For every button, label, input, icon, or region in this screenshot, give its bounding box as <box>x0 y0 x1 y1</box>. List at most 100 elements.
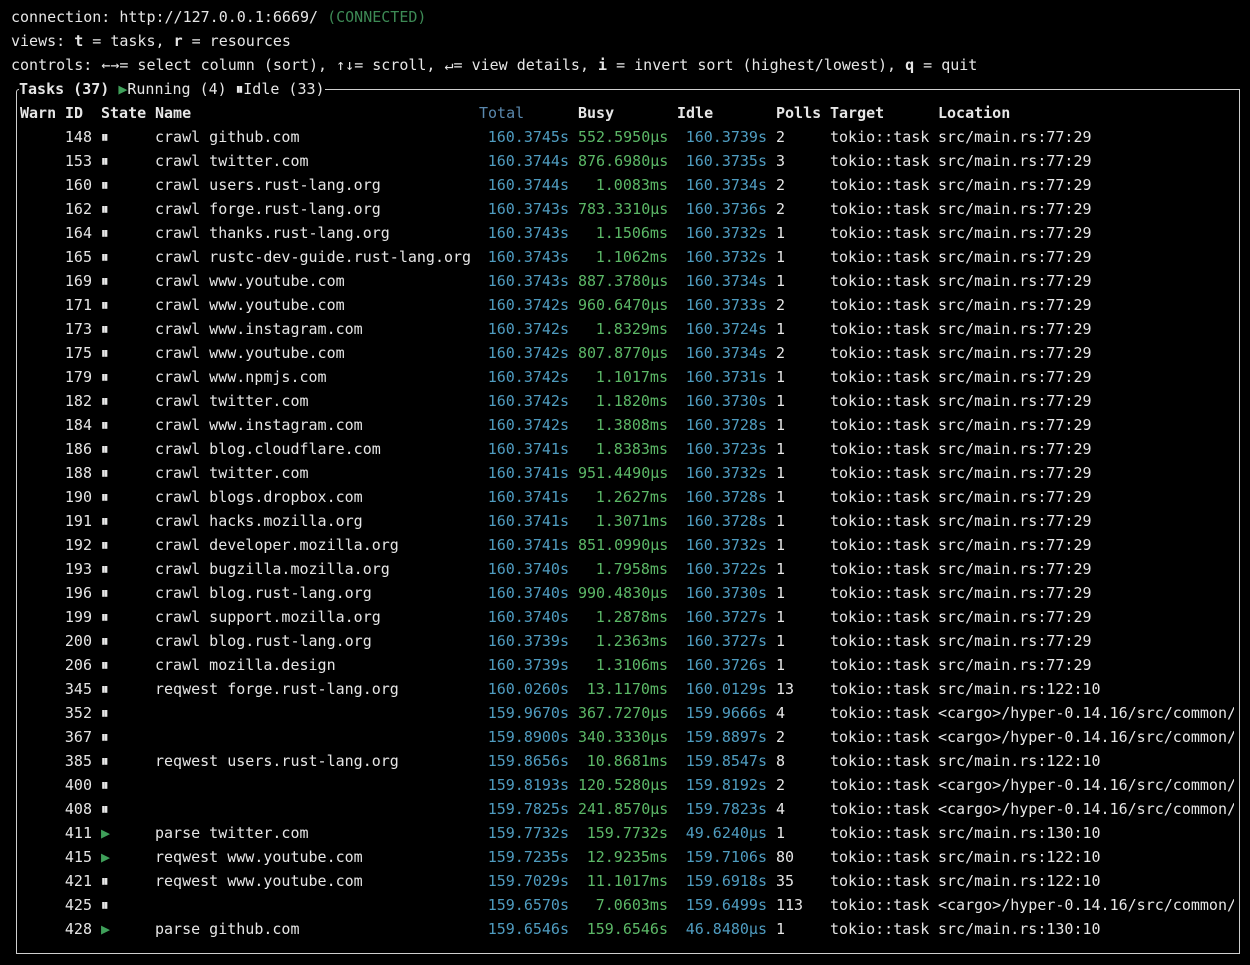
views-line: views: t = tasks, r = resources <box>11 29 291 53</box>
cell-target: tokio::task <box>830 176 930 194</box>
cell-name: crawl twitter.com <box>155 152 309 170</box>
cell-location: <cargo>/hyper-0.14.16/src/common/ <box>938 776 1234 794</box>
cell-target: tokio::task <box>830 680 930 698</box>
cell-location: <cargo>/hyper-0.14.16/src/common/ <box>938 704 1234 722</box>
cell-polls: 1 <box>776 224 786 242</box>
cell-state: ⏸ <box>101 632 109 650</box>
cell-location: src/main.rs:122:10 <box>938 680 1101 698</box>
cell-polls: 3 <box>776 152 786 170</box>
cell-busy: 951.4490µs <box>578 464 668 482</box>
cell-name: crawl www.youtube.com <box>155 344 345 362</box>
column-header-id: ID <box>65 104 84 122</box>
cell-location: src/main.rs:77:29 <box>938 296 1092 314</box>
cell-polls: 1 <box>776 824 786 842</box>
cell-state: ⏸ <box>101 728 109 746</box>
cell-polls: 1 <box>776 536 786 554</box>
cell-name: crawl twitter.com <box>155 392 309 410</box>
cell-location: src/main.rs:130:10 <box>938 824 1101 842</box>
cell-name: crawl blog.rust-lang.org <box>155 584 372 602</box>
key: ←→ <box>101 56 120 74</box>
cell-state: ⏸ <box>101 416 109 434</box>
cell-polls: 35 <box>776 872 795 890</box>
cell-polls: 2 <box>776 776 786 794</box>
column-header-name: Name <box>155 104 192 122</box>
cell-total: 160.3743s <box>487 272 569 290</box>
cell-target: tokio::task <box>830 152 930 170</box>
title: Tasks (37) <box>19 80 110 98</box>
cell-target: tokio::task <box>830 320 930 338</box>
cell-idle: 160.3734s <box>685 176 767 194</box>
cell-polls: 1 <box>776 416 786 434</box>
cell-polls: 1 <box>776 320 786 338</box>
cell-busy: 783.3310µs <box>578 200 668 218</box>
idle-icon: ⏸ <box>235 80 244 98</box>
cell-target: tokio::task <box>830 128 930 146</box>
cell-total: 160.3742s <box>487 416 569 434</box>
cell-idle: 159.7823s <box>685 800 767 818</box>
cell-location: src/main.rs:77:29 <box>938 656 1092 674</box>
cell-idle: 159.7106s <box>685 848 767 866</box>
cell-target: tokio::task <box>830 920 930 938</box>
cell-location: src/main.rs:77:29 <box>938 536 1092 554</box>
cell-id: 153 <box>64 152 92 170</box>
text: = resources <box>182 32 291 50</box>
column-header-total: Total <box>479 104 525 122</box>
cell-id: 352 <box>64 704 92 722</box>
cell-id: 184 <box>64 416 92 434</box>
controls-line: controls: ←→= select column (sort), ↑↓= … <box>11 53 977 77</box>
cell-polls: 1 <box>776 368 786 386</box>
cell-target: tokio::task <box>830 896 930 914</box>
cell-id: 425 <box>64 896 92 914</box>
cell-idle: 46.8480µs <box>685 920 767 938</box>
cell-location: src/main.rs:77:29 <box>938 416 1092 434</box>
cell-idle: 160.3739s <box>685 128 767 146</box>
cell-total: 159.8900s <box>487 728 569 746</box>
cell-target: tokio::task <box>830 272 930 290</box>
cell-busy: 120.5280µs <box>578 776 668 794</box>
cell-total: 160.3739s <box>487 656 569 674</box>
cell-idle: 159.8192s <box>685 776 767 794</box>
cell-busy: 159.6546s <box>586 920 668 938</box>
cell-total: 159.8193s <box>487 776 569 794</box>
cell-id: 160 <box>64 176 92 194</box>
cell-state: ⏸ <box>101 896 109 914</box>
cell-state: ⏸ <box>101 608 109 626</box>
cell-busy: 960.6470µs <box>578 296 668 314</box>
cell-state: ▶ <box>101 848 111 866</box>
cell-target: tokio::task <box>830 632 930 650</box>
cell-target: tokio::task <box>830 560 930 578</box>
text: = <box>83 32 111 50</box>
cell-id: 411 <box>64 824 92 842</box>
cell-total: 160.3743s <box>487 200 569 218</box>
cell-name: reqwest users.rust-lang.org <box>155 752 399 770</box>
cell-idle: 159.6499s <box>685 896 767 914</box>
column-header-state: State <box>101 104 147 122</box>
cell-id: 196 <box>64 584 92 602</box>
connection: connection: http://127.0.0.1:6669/ <box>11 8 319 26</box>
cell-busy: 1.1017ms <box>595 368 668 386</box>
cell-target: tokio::task <box>830 824 930 842</box>
cell-location: src/main.rs:77:29 <box>938 248 1092 266</box>
cell-target: tokio::task <box>830 872 930 890</box>
cell-busy: 340.3330µs <box>578 728 668 746</box>
cell-total: 160.0260s <box>487 680 569 698</box>
cell-id: 400 <box>64 776 92 794</box>
cell-total: 159.6546s <box>487 920 569 938</box>
cell-total: 160.3741s <box>487 512 569 530</box>
cell-polls: 2 <box>776 728 786 746</box>
cell-idle: 160.3730s <box>685 584 767 602</box>
cell-target: tokio::task <box>830 416 930 434</box>
cell-target: tokio::task <box>830 248 930 266</box>
cell-idle: 160.3728s <box>685 416 767 434</box>
cell-polls: 1 <box>776 920 786 938</box>
text: = view details, <box>453 56 599 74</box>
cell-location: src/main.rs:77:29 <box>938 320 1092 338</box>
cell-busy: 11.1017ms <box>586 872 668 890</box>
cell-total: 160.3743s <box>487 224 569 242</box>
cell-busy: 1.1820ms <box>595 392 668 410</box>
cell-polls: 1 <box>776 512 786 530</box>
tasks-title: Tasks (37) ▶Running (4) ⏸Idle (33) <box>19 77 325 101</box>
cell-total: 160.3739s <box>487 632 569 650</box>
cell-busy: 990.4830µs <box>578 584 668 602</box>
